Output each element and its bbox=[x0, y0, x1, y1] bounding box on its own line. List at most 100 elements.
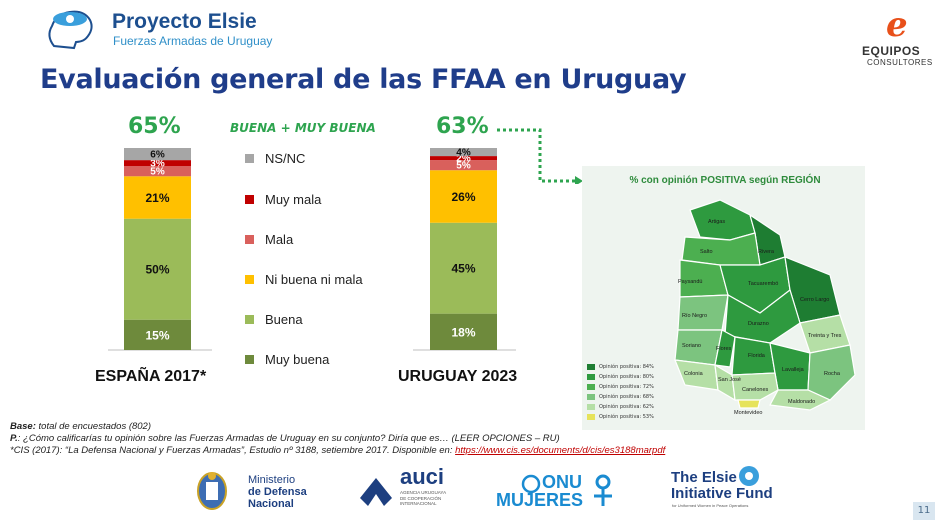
elsie-fund-line-2: Initiative Fund bbox=[671, 485, 773, 502]
ministerio-line-1: Ministerio bbox=[248, 474, 296, 486]
legend-swatch-nsnc bbox=[245, 154, 254, 163]
category-label-espana: ESPAÑA 2017* bbox=[95, 368, 207, 385]
bar-segment-muy-buena-0 bbox=[124, 319, 191, 350]
mujeres-logo-text: MUJERES bbox=[496, 490, 584, 510]
bar-segment-nsnc-0 bbox=[124, 148, 191, 161]
map-legend-swatch bbox=[587, 414, 595, 420]
map-region-label: Salto bbox=[700, 249, 713, 255]
elsie-fund-emblem-icon bbox=[736, 464, 762, 488]
map-legend-68: Opinión positiva: 68% bbox=[587, 394, 654, 400]
ministerio-line-2: de Defensa bbox=[248, 486, 307, 498]
bar-label-buena-1: 45% bbox=[451, 262, 475, 276]
legend-nsnc: NS/NC bbox=[245, 151, 305, 166]
stacked-bar-chart: 15%50%21%5%3%6%18%45%26%5%2%4% bbox=[108, 148, 516, 351]
uruguay-region-map: Artigas Salto Rivera Paysandú Tacuarembó Cerr… bbox=[674, 199, 856, 416]
auci-sub-3: INTERNACIONAL bbox=[400, 501, 437, 506]
map-legend-62: Opinión positiva: 62% bbox=[587, 404, 654, 410]
ministerio-logo-text: Ministerio de Defensa Nacional bbox=[248, 474, 307, 510]
question-text: : ¿Cómo calificarías tu opinión sobre la… bbox=[17, 433, 560, 444]
map-legend-72: Opinión positiva: 72% bbox=[587, 384, 654, 390]
map-region-label: Rocha bbox=[824, 371, 841, 377]
map-region-label: Canelones bbox=[742, 387, 769, 393]
svg-text:e: e bbox=[886, 5, 908, 42]
legend-swatch-ni bbox=[245, 275, 254, 284]
map-legend-84: Opinión positiva: 84% bbox=[587, 364, 654, 370]
elsie-fund-line-1: The Elsie bbox=[671, 469, 737, 486]
map-legend-swatch bbox=[587, 364, 595, 370]
map-region-label: Cerro Largo bbox=[800, 297, 829, 303]
onu-mujeres-symbol-icon bbox=[590, 474, 616, 508]
region-canelones bbox=[731, 372, 779, 401]
bar-label-ni-buena-ni-mala-0: 21% bbox=[145, 191, 169, 205]
cis-source-text: *CIS (2017): “La Defensa Nacional y Fuer… bbox=[10, 445, 456, 456]
connector-arrow-icon bbox=[497, 128, 583, 184]
map-legend-swatch bbox=[587, 394, 595, 400]
map-region-label: Montevideo bbox=[734, 410, 762, 416]
legend-swatch-muy-buena bbox=[245, 355, 254, 364]
onu-logo-text: ONU bbox=[542, 472, 582, 492]
map-legend-swatch bbox=[587, 374, 595, 380]
legend-label: Ni buena ni mala bbox=[265, 272, 363, 287]
question-label: P. bbox=[10, 433, 18, 444]
auci-sub-2: DE COOPERACIÓN bbox=[400, 495, 442, 501]
footer-notes: Base: total de encuestados (802) P.: ¿Có… bbox=[10, 421, 665, 457]
bar-segment-mala-0 bbox=[124, 166, 191, 177]
legend-ni: Ni buena ni mala bbox=[245, 272, 363, 287]
bar-label-mala-1: 5% bbox=[456, 161, 471, 172]
bar-label-ni-buena-ni-mala-1: 26% bbox=[451, 190, 475, 204]
auci-logo-text: auci bbox=[400, 464, 445, 489]
elsie-fund-tagline: for Uniformed Women in Peace Operations bbox=[672, 503, 749, 508]
bar-label-muy-buena-1: 18% bbox=[451, 325, 475, 339]
map-region-label: Durazno bbox=[748, 321, 769, 327]
map-region-label: Artigas bbox=[708, 219, 725, 225]
auci-logo-subtext: AGENCIA URUGUAYA DE COOPERACIÓN INTERNAC… bbox=[400, 490, 446, 507]
map-legend-label: Opinión positiva: 80% bbox=[599, 374, 654, 380]
map-region-label: Colonia bbox=[684, 371, 704, 377]
bar-segment-buena-0 bbox=[124, 218, 191, 320]
map-region-label: Paysandú bbox=[678, 279, 702, 285]
page-title: Evaluación general de las FFAA en Urugua… bbox=[40, 64, 687, 95]
category-label-uruguay: URUGUAY 2023 bbox=[398, 368, 518, 385]
region-flores bbox=[714, 329, 736, 368]
bar-segment-ni-buena-ni-mala-1 bbox=[430, 170, 497, 223]
map-region-label: Flores bbox=[716, 346, 732, 352]
region-montevideo bbox=[737, 399, 761, 409]
onu-mujeres-emblem-icon bbox=[520, 474, 542, 494]
bar-segment-muy-mala-1 bbox=[430, 156, 497, 161]
header-logo-subtitle: Fuerzas Armadas de Uruguay bbox=[113, 34, 273, 48]
cis-source-link[interactable]: https://www.cis.es/documents/d/cis/es318… bbox=[455, 445, 666, 456]
map-legend-label: Opinión positiva: 62% bbox=[599, 404, 654, 410]
map-legend-swatch bbox=[587, 384, 595, 390]
legend-label: NS/NC bbox=[265, 151, 306, 166]
bar-segment-buena-1 bbox=[430, 222, 497, 314]
map-region-label: Lavalleja bbox=[782, 367, 805, 373]
map-region-label: Maldonado bbox=[788, 399, 815, 405]
map-legend-label: Opinión positiva: 53% bbox=[599, 414, 654, 420]
map-legend-label: Opinión positiva: 72% bbox=[599, 384, 654, 390]
header-logo-title: Proyecto Elsie bbox=[112, 10, 257, 33]
legend-swatch-muy-mala bbox=[245, 195, 254, 204]
bar-label-mala-0: 5% bbox=[150, 167, 165, 178]
bar-label-buena-0: 50% bbox=[145, 263, 169, 277]
legend-buena: Buena bbox=[245, 312, 303, 327]
map-region-label: Rivera bbox=[758, 249, 775, 255]
bar-label-muy-mala-0: 3% bbox=[150, 159, 165, 170]
bar-segment-ni-buena-ni-mala-0 bbox=[124, 176, 191, 219]
elsie-fund-logo-text: The Elsie Initiative Fund bbox=[671, 470, 773, 502]
map-region-label: San José bbox=[718, 377, 741, 383]
legend-label: Buena bbox=[265, 312, 303, 327]
map-legend-label: Opinión positiva: 84% bbox=[599, 364, 654, 370]
bar-label-muy-mala-1: 2% bbox=[456, 154, 471, 165]
positive-total-espana: 65% bbox=[128, 114, 181, 139]
legend-muy-buena: Muy buena bbox=[245, 352, 329, 367]
page-number: 11 bbox=[913, 502, 935, 520]
base-text: total de encuestados (802) bbox=[38, 421, 152, 432]
map-region-label: Río Negro bbox=[682, 313, 707, 319]
equipos-brand-name: EQUIPOS bbox=[862, 44, 921, 58]
map-legend-80: Opinión positiva: 80% bbox=[587, 374, 654, 380]
bar-label-muy-buena-0: 15% bbox=[145, 328, 169, 342]
highlight-label: BUENA + MUY BUENA bbox=[230, 121, 376, 135]
map-legend-swatch bbox=[587, 404, 595, 410]
legend-label: Muy mala bbox=[265, 192, 322, 207]
bar-segment-muy-buena-1 bbox=[430, 313, 497, 350]
